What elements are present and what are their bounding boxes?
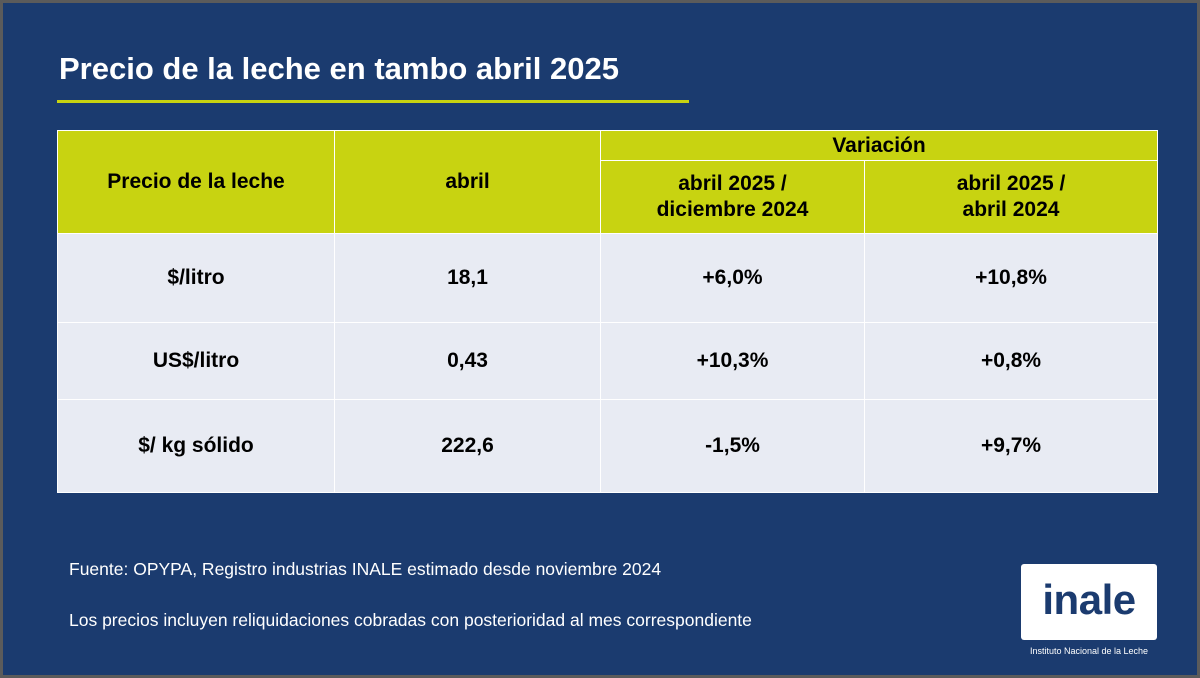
row-var-apr: +10,8% [863, 233, 1159, 323]
row-label: US$/litro [57, 322, 335, 400]
header-april: abril [334, 130, 601, 234]
slide-title: Precio de la leche en tambo abril 2025 [59, 51, 619, 86]
table-row: US$/litro 0,43 +10,3% +0,8% [57, 322, 1159, 400]
inale-logo: inale [1021, 564, 1157, 640]
row-april-value: 222,6 [334, 399, 601, 493]
header-variation: Variación [599, 130, 1159, 161]
row-var-dec: +6,0% [600, 233, 865, 323]
row-april-value: 0,43 [334, 322, 601, 400]
row-april-value: 18,1 [334, 233, 601, 323]
header-var-dec-line2: diciembre 2024 [656, 198, 809, 221]
header-price: Precio de la leche [57, 130, 335, 234]
row-var-apr: +0,8% [863, 322, 1159, 400]
header-var-dec-line1: abril 2025 / [678, 172, 787, 195]
table-subheader-row: abril 2025 / diciembre 2024 abril 2025 /… [58, 160, 1159, 234]
table-row: $/ kg sólido 222,6 -1,5% +9,7% [57, 399, 1159, 493]
row-var-dec: -1,5% [600, 399, 865, 493]
header-var-apr: abril 2025 / abril 2024 [863, 160, 1159, 234]
logo-text: inale [1042, 576, 1136, 623]
row-label: $/litro [57, 233, 335, 323]
header-var-apr-line2: abril 2024 [962, 198, 1060, 221]
row-var-apr: +9,7% [863, 399, 1159, 493]
logo-caption: Instituto Nacional de la Leche [1029, 646, 1149, 656]
table-header-row: Precio de la leche abril Variación [57, 130, 1159, 234]
title-underline [57, 100, 689, 103]
slide: Precio de la leche en tambo abril 2025 P… [3, 3, 1197, 675]
price-note: Los precios incluyen reliquidaciones cob… [69, 610, 752, 630]
table-row: $/litro 18,1 +6,0% +10,8% [57, 233, 1159, 323]
milk-price-table: Precio de la leche abril Variación abril… [57, 130, 1159, 493]
row-var-dec: +10,3% [600, 322, 865, 400]
source-note: Fuente: OPYPA, Registro industrias INALE… [69, 559, 662, 579]
header-var-dec: abril 2025 / diciembre 2024 [600, 160, 865, 234]
header-var-apr-line1: abril 2025 / [956, 172, 1066, 195]
row-label: $/ kg sólido [57, 399, 335, 493]
